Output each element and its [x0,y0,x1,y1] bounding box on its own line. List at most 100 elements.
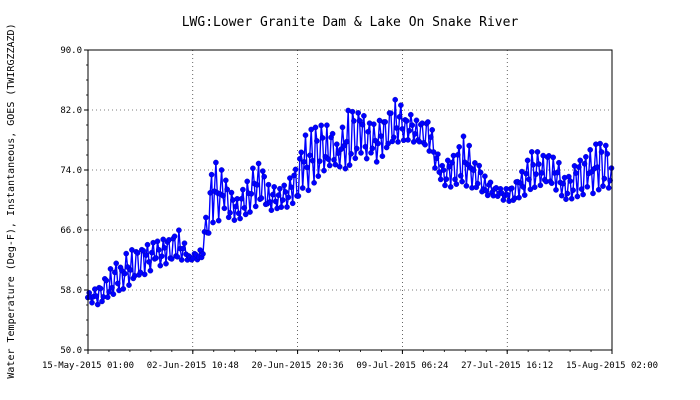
data-point [241,205,248,211]
data-point [456,144,463,150]
data-point [218,167,225,173]
series-layer [85,96,615,308]
data-point [363,155,370,162]
data-point [248,190,255,197]
data-point [261,173,268,180]
data-point [452,176,458,183]
y-tick-label: 50.0 [60,346,82,356]
data-point [382,119,389,125]
data-point [339,124,346,131]
data-point [600,183,606,189]
x-tick-label: 02-Jun-2015 10:48 [147,361,239,371]
data-point [324,122,330,128]
data-point [361,113,367,119]
data-point [295,193,302,199]
data-point [413,117,420,124]
data-point [122,270,128,277]
data-point [238,195,245,202]
data-point [247,209,253,215]
data-point [275,192,282,198]
data-point [570,187,576,193]
data-point [581,160,588,167]
data-point [213,159,219,166]
data-point [598,149,605,155]
data-point [113,260,119,267]
data-point [563,196,569,202]
data-point [443,176,450,182]
data-point [556,159,562,166]
data-point [396,114,403,120]
data-point [482,173,488,179]
data-point [272,198,279,205]
data-point [289,200,296,207]
data-point [539,170,545,176]
data-point [474,180,481,187]
data-point [554,169,561,176]
data-point [429,127,436,133]
data-point [127,267,134,273]
x-tick-label: 20-Jun-2015 20:36 [252,361,344,371]
data-point [296,155,303,162]
data-point [181,240,188,246]
data-point [353,145,360,152]
data-point [590,190,596,197]
data-point [255,160,262,167]
x-tick-label: 27-Jul-2015 16:12 [461,361,553,371]
data-point [595,186,602,193]
data-point [140,247,147,254]
data-point [370,121,377,127]
data-point [362,143,369,150]
data-point [335,150,342,156]
data-point [200,251,206,257]
data-point [94,301,101,308]
data-point [548,180,555,186]
data-point [244,178,250,185]
data-point [298,149,305,156]
data-point [161,245,168,251]
data-point [304,164,310,171]
data-point [379,153,386,159]
data-point [232,203,239,210]
data-point [314,138,320,144]
data-point [333,141,340,147]
data-point [390,134,397,141]
data-point [146,259,152,265]
x-tick-label: 15-May-2015 01:00 [42,361,134,371]
data-point [516,194,522,201]
y-tick-label: 74.0 [60,166,82,176]
data-point [106,289,112,295]
data-point [553,187,559,193]
data-point [425,119,431,125]
data-point [228,189,235,196]
data-point [356,117,363,124]
data-point [110,291,117,298]
data-point [587,146,594,153]
data-point [560,180,566,187]
data-point [222,177,229,184]
data-point [520,184,527,190]
data-point [114,280,121,287]
data-point [568,195,575,202]
data-point [422,141,428,148]
data-point [271,184,278,190]
data-point [530,161,537,168]
data-point [352,155,359,162]
data-point [457,172,464,179]
y-tick-label: 58.0 [60,286,82,296]
data-point [449,159,455,166]
data-point [399,126,406,132]
data-point [564,190,571,197]
data-point [395,139,401,145]
y-tick-label: 82.0 [60,106,82,116]
data-point [533,171,539,177]
data-point [203,214,209,221]
data-point [463,183,470,189]
data-point [287,175,293,181]
data-point [437,176,444,183]
data-point [531,184,538,190]
data-point [174,253,181,260]
grid [88,50,612,350]
data-point [278,204,285,210]
data-point [459,178,465,185]
data-point [484,192,491,199]
